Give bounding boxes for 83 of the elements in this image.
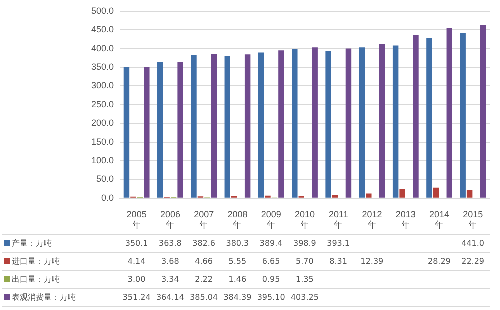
- bar: [392, 46, 399, 198]
- data-label: 380.3: [220, 234, 254, 252]
- bar: [124, 67, 130, 198]
- data-label: 363.8: [154, 234, 188, 252]
- data-label: 382.6: [187, 234, 221, 252]
- bar: [191, 55, 197, 198]
- y-tick-label: 50.0: [96, 174, 114, 184]
- data-label: 393.1: [322, 234, 356, 252]
- y-tick-label: 400.0: [91, 43, 114, 54]
- data-label: 389.4: [254, 234, 288, 252]
- bar: [278, 50, 284, 198]
- legend-label: 产量：万吨: [2, 234, 120, 252]
- bar: [211, 54, 218, 198]
- data-label: 6.65: [254, 252, 288, 270]
- x-tick-label: 2015年: [463, 209, 484, 230]
- y-tick-label: 100.0: [91, 155, 114, 166]
- x-tick-label: 2013年: [396, 209, 416, 230]
- data-label: 0.95: [254, 270, 288, 288]
- x-tick-label: 2014年: [430, 209, 450, 230]
- legend-label: 进口量：万吨: [2, 252, 120, 270]
- x-tick-label: 2008年: [228, 209, 248, 230]
- bar: [346, 48, 352, 198]
- x-tick-label: 2012年: [362, 209, 382, 230]
- legend-label: 出口量：万吨: [2, 270, 120, 288]
- y-tick-label: 150.0: [91, 136, 114, 147]
- y-tick-label: 500.0: [91, 6, 114, 16]
- data-label: 3.00: [120, 270, 154, 288]
- data-label: 1.35: [288, 270, 322, 288]
- x-tick-label: 2009年: [261, 209, 282, 230]
- data-label: 4.14: [120, 252, 154, 270]
- data-label: 12.39: [355, 252, 389, 270]
- data-label: 364.14: [154, 288, 188, 306]
- x-tick-label: 2007年: [194, 209, 214, 230]
- data-label: 403.25: [288, 288, 322, 306]
- data-label: 2.22: [187, 270, 221, 288]
- bar: [144, 67, 150, 198]
- bar: [292, 49, 298, 198]
- bar: [380, 44, 386, 198]
- data-label: 3.68: [154, 252, 188, 270]
- data-label: 385.04: [187, 288, 221, 306]
- y-tick-label: 200.0: [91, 118, 114, 128]
- bar: [332, 195, 338, 198]
- y-tick-label: 250.0: [91, 99, 114, 110]
- bar: [413, 35, 419, 198]
- bar: [312, 48, 318, 198]
- y-tick-label: 0.0: [101, 192, 114, 203]
- x-tick-label: 2006年: [160, 209, 180, 230]
- y-tick-label: 300.0: [91, 80, 114, 91]
- bar: [400, 189, 406, 198]
- bar: [178, 62, 184, 198]
- bar: [466, 190, 473, 198]
- data-label: 351.24: [120, 288, 154, 306]
- bar: [244, 54, 251, 198]
- legend-label: 表观消费量：万吨: [2, 288, 120, 306]
- bar: [224, 56, 230, 198]
- bar: [366, 194, 372, 198]
- bar: [326, 51, 332, 198]
- data-label: 5.70: [288, 252, 322, 270]
- bar: [158, 62, 164, 198]
- x-tick-label: 2011年: [328, 209, 348, 230]
- data-label: 384.39: [220, 288, 254, 306]
- data-label: 3.34: [154, 270, 188, 288]
- data-label: 1.46: [220, 270, 254, 288]
- y-tick-label: 350.0: [91, 62, 114, 72]
- data-label: 28.29: [422, 252, 456, 270]
- data-label: 4.66: [187, 252, 221, 270]
- bar: [426, 38, 432, 198]
- x-tick-label: 2010年: [294, 209, 316, 230]
- bar: [446, 28, 452, 198]
- data-label: 441.0: [456, 234, 490, 252]
- data-label: 5.55: [220, 252, 254, 270]
- data-label: 398.9: [288, 234, 322, 252]
- data-label: 8.31: [322, 252, 356, 270]
- bar: [258, 52, 264, 198]
- bar: [433, 188, 440, 198]
- x-tick-label: 2005年: [126, 209, 147, 230]
- bar: [359, 48, 366, 198]
- bar: [480, 25, 486, 198]
- data-label: 395.10: [254, 288, 288, 306]
- data-label: 22.29: [456, 252, 490, 270]
- data-label: 350.1: [120, 234, 154, 252]
- bar: [460, 33, 466, 198]
- y-tick-label: 450.0: [91, 24, 114, 35]
